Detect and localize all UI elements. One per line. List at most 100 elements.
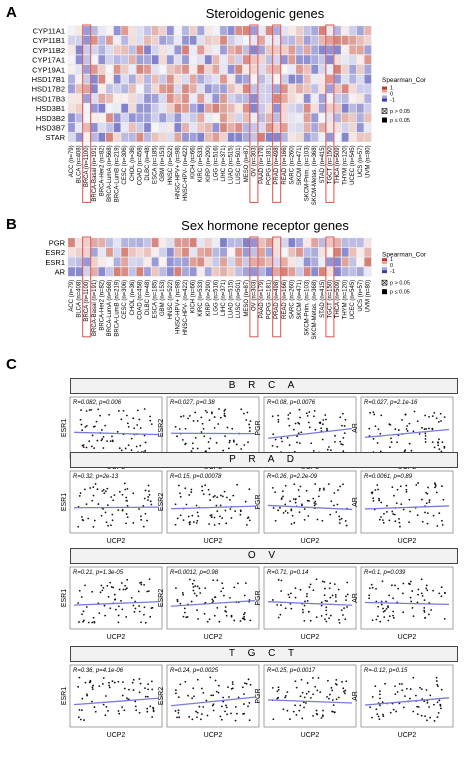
cancer-label: CESC (n=306)	[122, 145, 128, 184]
scatter-point	[191, 582, 194, 585]
scatter-point	[125, 414, 128, 417]
scatter-point	[334, 434, 336, 437]
heat-cell	[326, 35, 334, 45]
heat-cell	[242, 113, 250, 123]
scatter-point	[315, 616, 318, 619]
heat-cell	[105, 132, 114, 142]
heat-cell	[311, 103, 319, 113]
scatter-point	[276, 697, 279, 700]
heat-cell	[295, 25, 304, 36]
cancer-label: BRCA-Basal (n=191)	[92, 145, 98, 201]
heat-cell	[174, 45, 182, 55]
cancer-label: DLBC (n=48)	[145, 145, 151, 180]
heat-cell	[212, 54, 220, 65]
scatter-point	[440, 707, 442, 710]
scatter-point	[314, 500, 317, 503]
heat-cell	[280, 237, 288, 248]
heat-cell	[303, 35, 311, 45]
cancer-label: ESCA (n=185)	[153, 145, 159, 184]
heat-cell	[166, 266, 174, 277]
scatter-point	[414, 694, 417, 697]
heat-cell	[227, 35, 235, 45]
scatter-point	[277, 578, 280, 581]
heat-cell	[326, 122, 334, 133]
scatter-point	[420, 592, 423, 595]
scatter-point	[113, 681, 116, 684]
scatter-point	[333, 711, 336, 714]
heat-cell	[189, 54, 197, 65]
heat-cell	[105, 257, 114, 267]
scatter-point	[105, 695, 107, 697]
heat-cell	[166, 103, 174, 113]
scatter-point	[91, 590, 94, 593]
scatter-point	[99, 591, 102, 594]
heat-cell	[356, 237, 364, 248]
scatter-point	[444, 591, 446, 594]
heat-cell	[174, 74, 182, 84]
cancer-label: SKCM (n=471)	[297, 280, 303, 320]
scatter-point	[295, 686, 298, 689]
scatter-point	[342, 614, 344, 616]
heat-cell	[83, 113, 91, 123]
scatter-point	[117, 710, 120, 712]
scatter-point	[122, 409, 125, 412]
heat-cell	[242, 237, 250, 248]
heat-cell	[204, 103, 212, 113]
heat-cell	[219, 84, 228, 94]
scatter-point	[122, 681, 124, 684]
scatter-point	[192, 687, 195, 690]
scatter-point	[148, 490, 150, 493]
scatter-point	[209, 499, 212, 502]
scatter-point	[421, 498, 423, 501]
scatter-point	[426, 492, 429, 495]
scatter-xlabel: UCP2	[107, 538, 126, 545]
scatter-point	[441, 485, 443, 488]
scatter-point	[424, 511, 426, 514]
scatter-point	[375, 708, 378, 711]
scatter-point	[184, 427, 187, 430]
heat-cell	[364, 266, 372, 277]
heat-cell	[197, 266, 205, 277]
cancer-label: BRCA (n=1100)	[84, 280, 90, 322]
scatter-point	[135, 709, 138, 712]
heat-cell	[181, 84, 190, 94]
heat-cell	[219, 247, 228, 257]
scatter-point	[98, 685, 101, 688]
scatter-point	[304, 600, 306, 603]
scatter-point	[188, 523, 191, 526]
heat-cell	[364, 54, 372, 65]
scatter-point	[92, 486, 95, 489]
scatter-point	[120, 449, 123, 452]
scatter-ylabel: ESR2	[158, 493, 165, 511]
scatter-point	[433, 703, 435, 706]
scatter-point	[229, 508, 232, 510]
scatter-point	[225, 704, 227, 707]
heat-cell	[212, 266, 220, 277]
scatter-point	[426, 522, 429, 525]
scatter-point	[429, 716, 432, 719]
scatter-point	[280, 437, 283, 440]
scatter-point	[428, 415, 430, 418]
heat-cell	[75, 132, 83, 142]
heat-cell	[204, 237, 212, 248]
scatter-point	[199, 592, 202, 594]
heat-cell	[356, 54, 364, 65]
scatter-point	[318, 489, 321, 492]
scatter-point	[235, 443, 238, 446]
scatter-point	[130, 437, 133, 440]
highlight-box	[249, 236, 259, 338]
scatter-point	[233, 440, 235, 443]
heat-cell	[326, 74, 334, 84]
scatter-point	[430, 609, 432, 611]
scatter-stat: R=0.0012, p=0.98	[170, 570, 219, 576]
scatter-xlabel: UCP2	[301, 732, 320, 739]
scatter-point	[85, 606, 88, 608]
heat-cell	[159, 64, 167, 75]
scatter-point	[279, 506, 281, 509]
heat-cell	[219, 266, 228, 277]
scatter-point	[176, 716, 178, 719]
heat-cell	[349, 25, 357, 36]
heat-cell	[189, 93, 197, 104]
heat-cell	[90, 113, 98, 123]
